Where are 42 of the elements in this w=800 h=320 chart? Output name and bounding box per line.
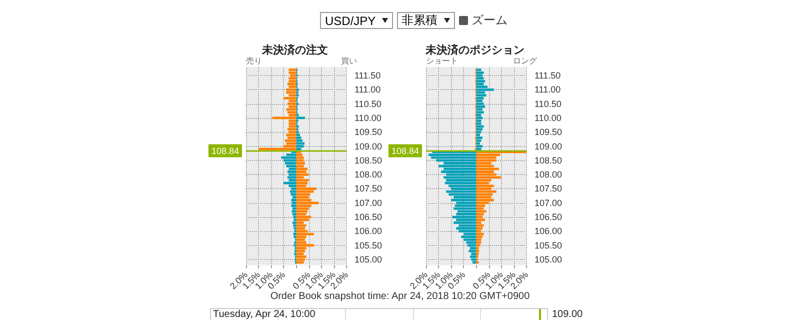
y-tick-label: 110.50 [534,98,562,109]
y-tick-label: 110.00 [354,112,382,123]
y-tick-label: 109.50 [534,127,562,138]
y-tick-label: 107.50 [534,184,562,194]
y-tick-label: 109.50 [354,127,382,138]
ref-line-label: 108.84 [391,146,419,156]
y-tick-label: 105.50 [354,240,382,250]
text: 売り [246,56,262,66]
y-tick-label: 105.00 [354,254,382,265]
y-tick-label: 107.50 [354,184,382,194]
y-tick-label: 111.50 [354,70,381,80]
y-tick-label: 106.00 [354,226,382,236]
y-tick-label: 106.00 [534,226,562,236]
y-tick-label: 106.50 [354,212,382,222]
text: ロング [513,56,538,66]
y-tick-label: 108.00 [534,170,562,180]
y-tick-label: 107.00 [534,198,562,208]
text: 109.00 [552,308,583,320]
text: USD/JPY [325,14,376,28]
y-tick-label: 111.00 [354,84,381,95]
y-tick-label: 110.50 [354,98,382,109]
text: ズーム [472,12,508,29]
y-tick-label: 111.50 [534,70,561,80]
y-tick-label: 106.50 [534,212,562,222]
text: 買い [341,56,357,66]
y-tick-label: 108.00 [354,170,382,180]
y-tick-label: 108.50 [354,155,382,166]
text: Order Book snapshot time: Apr 24, 2018 10:20 GMT+0900 [269,291,531,302]
ref-line-label: 108.84 [211,146,239,156]
y-tick-label: 109.00 [354,141,382,152]
y-tick-label: 111.00 [534,84,561,95]
text: 非累積 [402,12,438,29]
y-tick-label: 105.00 [534,254,562,265]
y-tick-label: 105.50 [534,240,562,250]
y-tick-label: 110.00 [534,112,562,123]
chart-title: 未決済の注文 [261,44,328,56]
text: Tuesday, Apr 24, 10:00 [213,308,316,320]
text: ショート [426,56,458,66]
chart-title: 未決済のポジション [424,44,524,56]
y-tick-label: 107.00 [354,198,382,208]
y-tick-label: 109.00 [534,141,562,152]
y-tick-label: 108.50 [534,155,562,166]
